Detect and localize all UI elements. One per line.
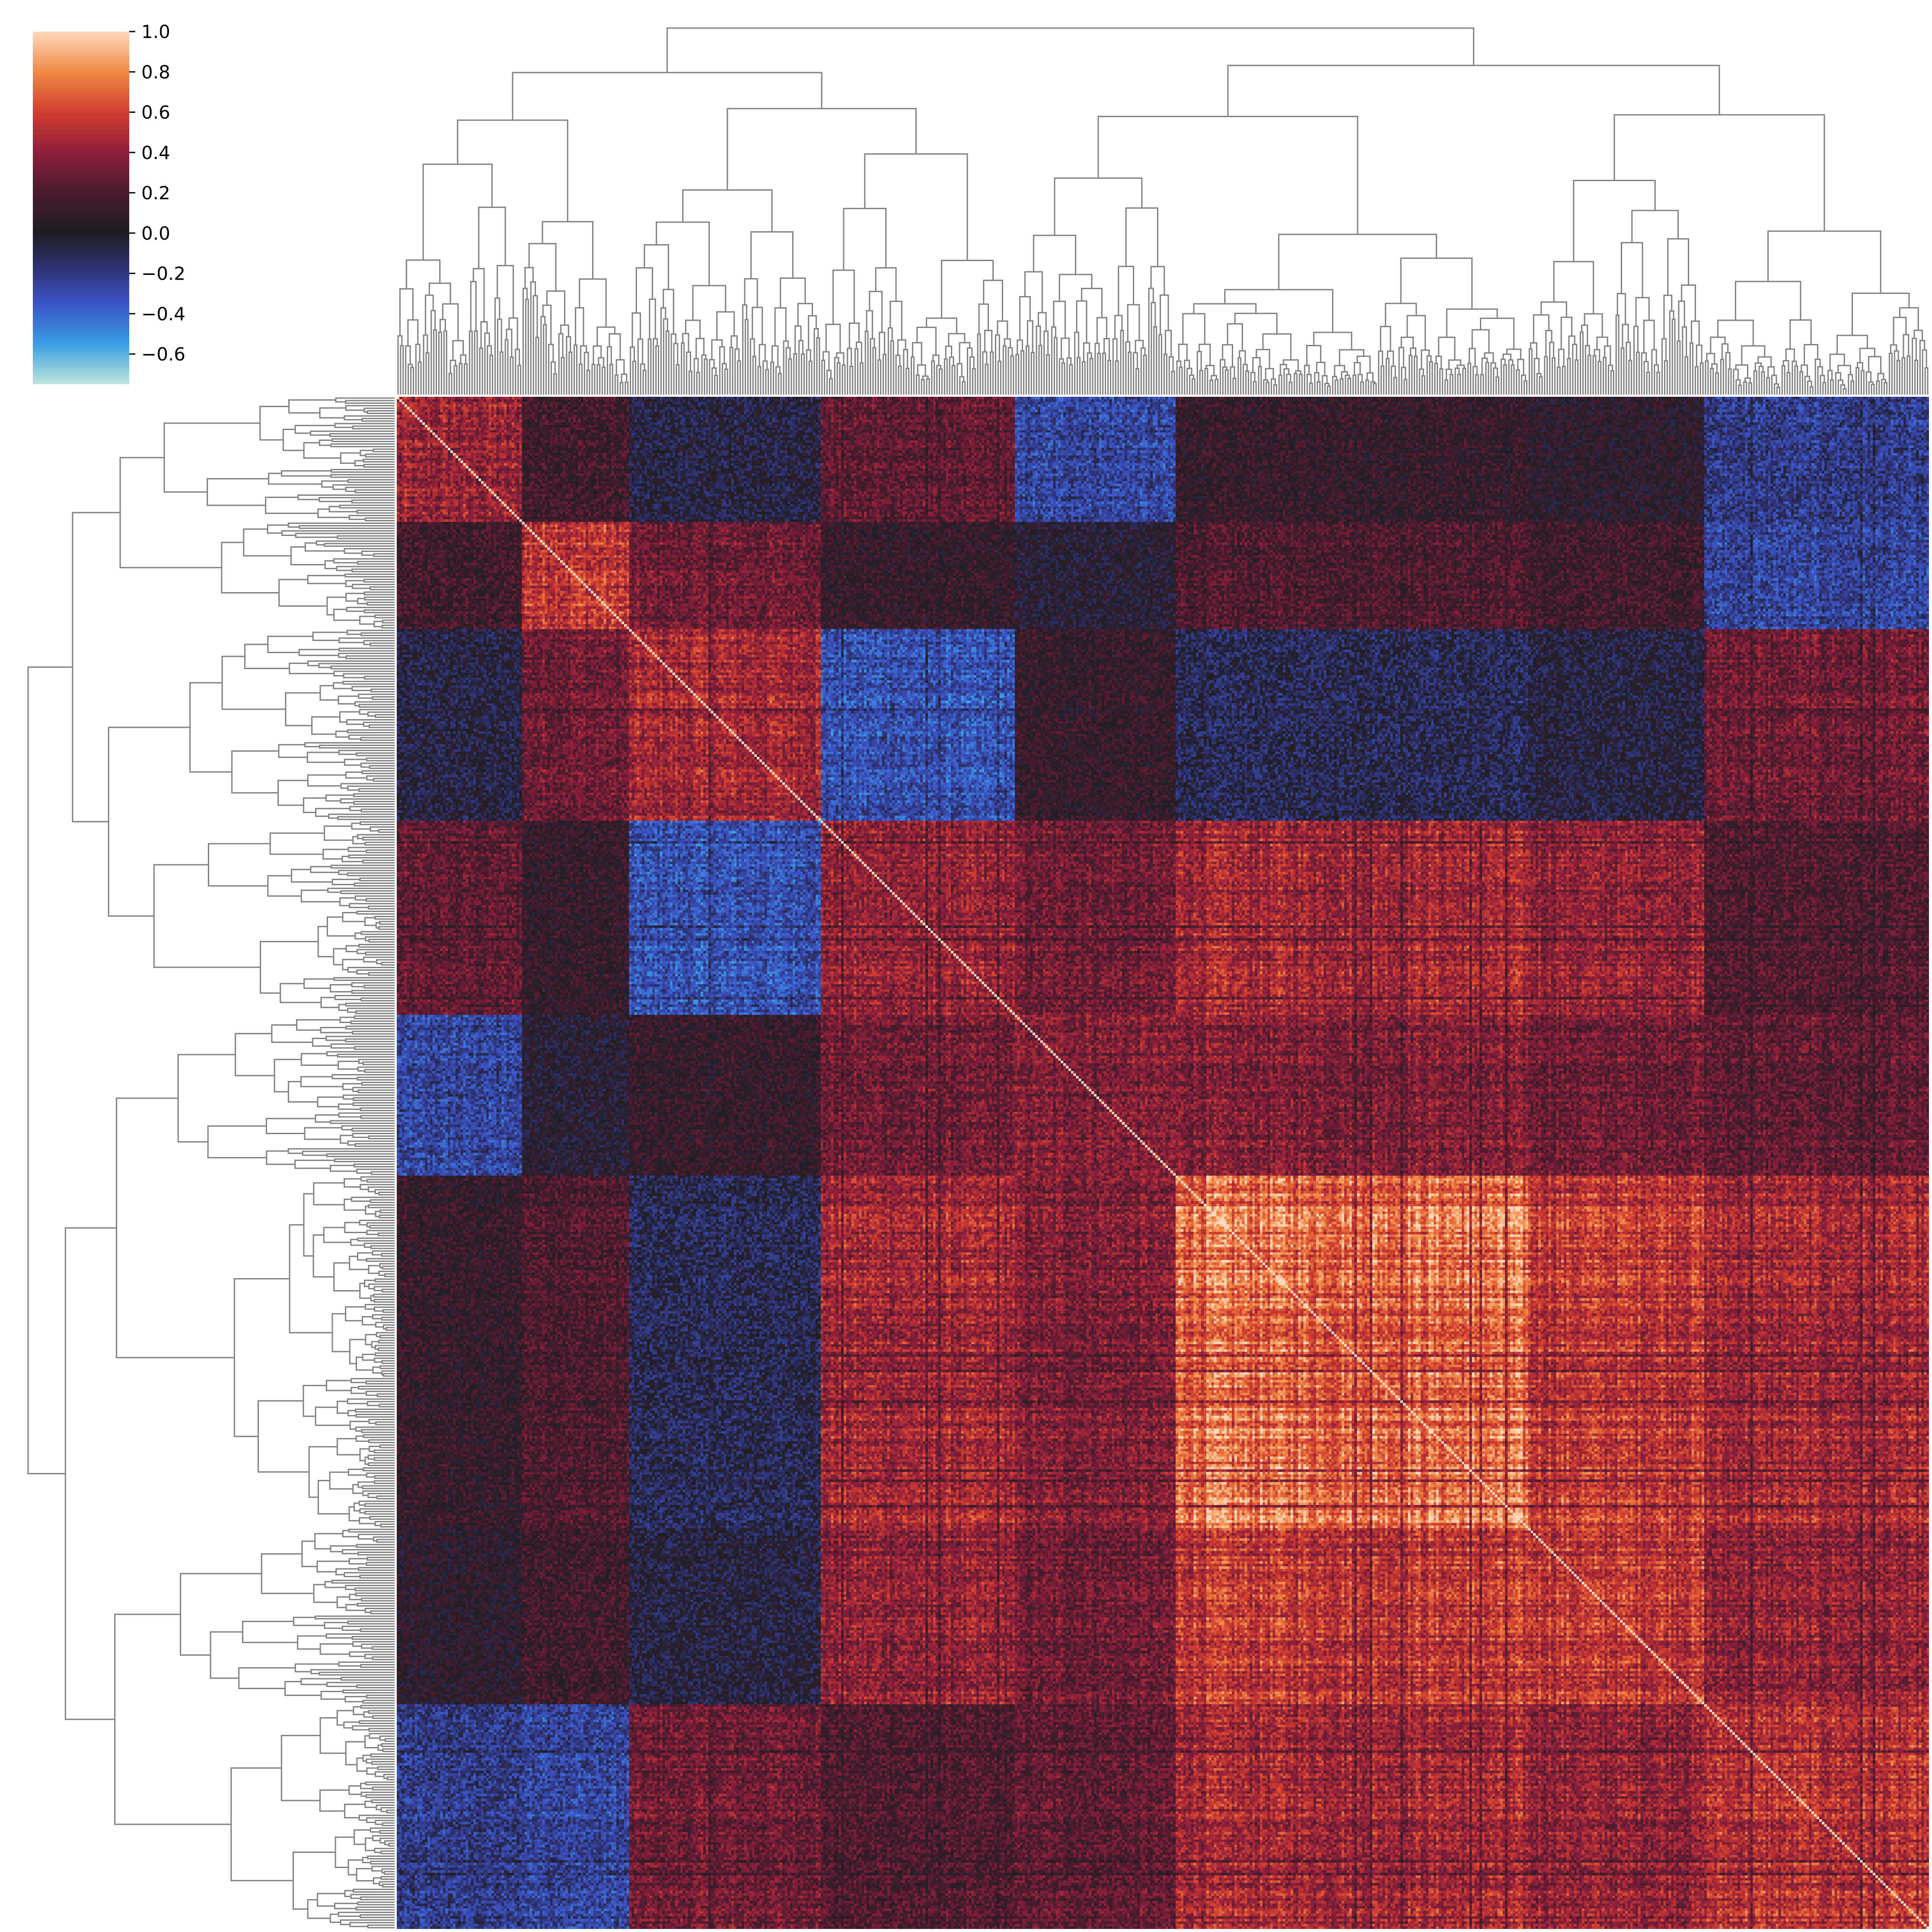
colorbar-gradient — [33, 32, 129, 384]
left-dendrogram-links — [27, 397, 395, 1929]
colorbar-axis: 1.0 0.8 0.6 0.4 0.2 0.0 −0.2 −0.4 −0.6 — [129, 21, 185, 365]
colorbar-tick-label: 0.4 — [141, 142, 170, 163]
left-dendrogram — [27, 397, 395, 1929]
correlation-heatmap — [397, 397, 1929, 1929]
colorbar-tick-label: 0.6 — [141, 102, 170, 123]
colorbar-tick-label: 1.0 — [141, 21, 170, 42]
colorbar-tick-label: −0.6 — [141, 344, 185, 365]
colorbar-tick-label: −0.2 — [141, 263, 185, 284]
top-dendrogram-links — [397, 27, 1929, 395]
colorbar-tick-label: 0.8 — [141, 61, 170, 83]
colorbar-tick-label: 0.0 — [141, 223, 170, 244]
top-dendrogram — [397, 27, 1929, 395]
colorbar-tick-label: −0.4 — [141, 303, 185, 325]
colorbar-tick-label: 0.2 — [141, 182, 170, 204]
